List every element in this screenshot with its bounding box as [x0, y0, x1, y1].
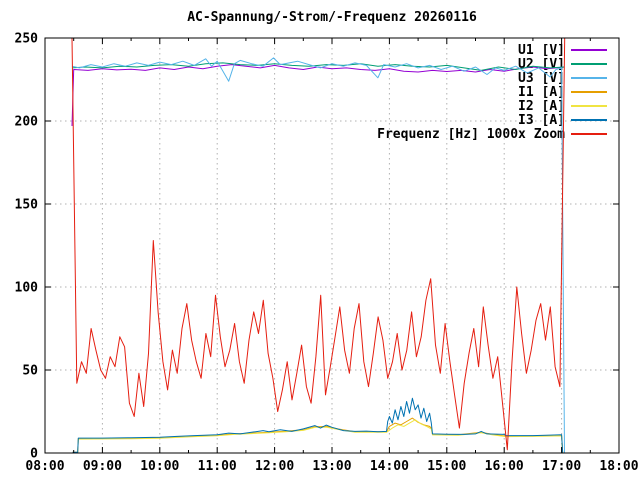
y-tick-label: 50 — [22, 364, 38, 379]
series-line-u3 — [71, 57, 565, 453]
axis-ticks — [44, 37, 620, 454]
x-tick-label: 11:00 — [198, 459, 237, 474]
x-tick-label: 13:00 — [312, 459, 351, 474]
legend-label-i2: I2 [A] — [518, 99, 565, 114]
x-tick-label: 16:00 — [485, 459, 524, 474]
legend-label-i3: I3 [A] — [518, 113, 565, 128]
x-tick-label: 14:00 — [370, 459, 409, 474]
legend-label-u3: U3 [V] — [518, 71, 565, 86]
chart-legend: U1 [V]U2 [V]U3 [V]I1 [A]I2 [A]I3 [A]Freq… — [377, 43, 607, 142]
x-tick-label: 18:00 — [599, 459, 638, 474]
y-tick-label: 100 — [15, 281, 39, 296]
legend-label-u1: U1 [V] — [518, 43, 565, 58]
series-line-i2 — [72, 419, 564, 453]
y-tick-label: 0 — [30, 447, 38, 462]
legend-label-frequenz: Frequenz [Hz] 1000x Zoom — [377, 127, 565, 142]
y-tick-label: 150 — [15, 198, 39, 213]
series-line-u2 — [71, 62, 565, 71]
chart-title: AC-Spannung/-Strom/-Frequenz 20260116 — [187, 10, 477, 25]
x-tick-label: 12:00 — [255, 459, 294, 474]
axis-labels: 08:00 09:00 10:00 11:00 12:00 13:00 14:00 15:00… — [15, 32, 639, 475]
x-tick-label: 17:00 — [542, 459, 581, 474]
series-line-u1 — [71, 64, 565, 127]
y-tick-label: 200 — [15, 115, 39, 130]
x-tick-label: 08:00 — [25, 459, 64, 474]
data-series — [71, 38, 566, 453]
y-tick-label: 250 — [15, 32, 39, 47]
x-tick-label: 10:00 — [140, 459, 179, 474]
series-line-i3 — [72, 397, 564, 453]
series-line-i1 — [72, 417, 564, 453]
series-line-frequenz — [71, 38, 566, 451]
x-tick-label: 15:00 — [427, 459, 466, 474]
x-tick-label: 09:00 — [83, 459, 122, 474]
legend-label-i1: I1 [A] — [518, 85, 565, 100]
grid-lines — [45, 38, 619, 453]
